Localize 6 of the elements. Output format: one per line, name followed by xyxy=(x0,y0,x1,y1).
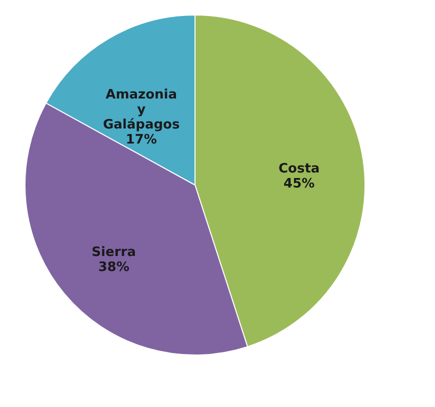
data-label: 17% xyxy=(126,132,157,148)
slice-label: Amazonia y Galápagos xyxy=(102,87,180,132)
data-label: 45% xyxy=(284,176,315,192)
data-label: 38% xyxy=(98,260,130,276)
slice-label: Sierra xyxy=(92,245,136,260)
slice-label: Costa xyxy=(278,162,320,177)
